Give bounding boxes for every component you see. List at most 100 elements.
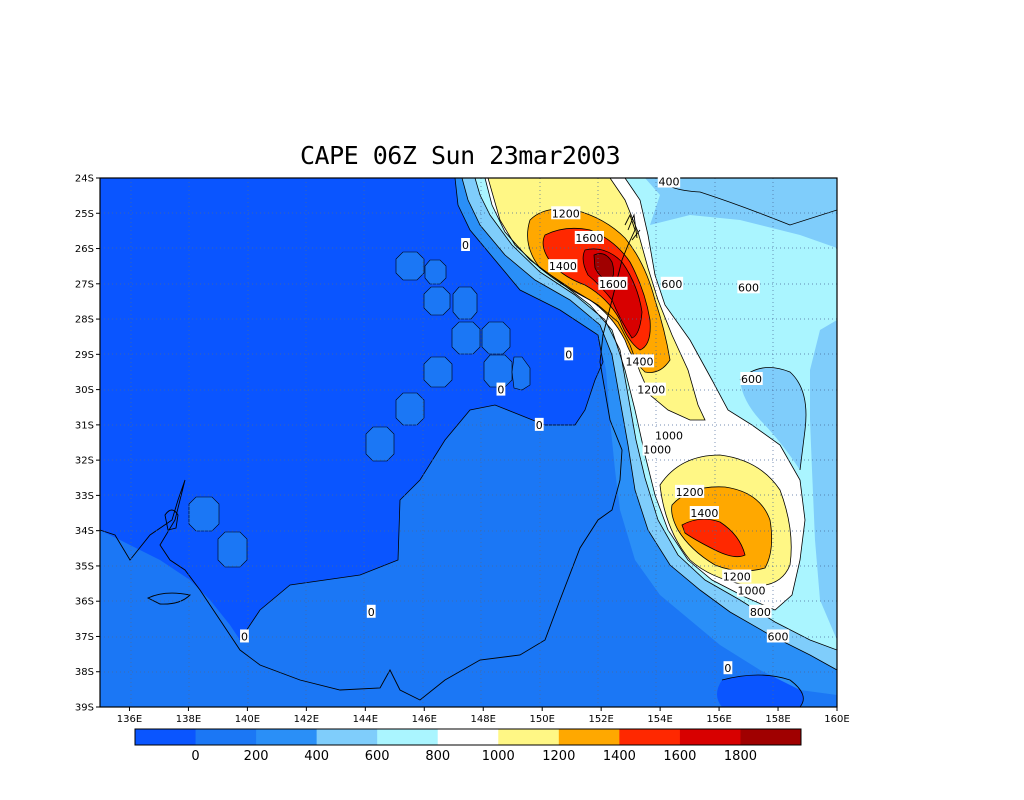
contour-label-bg [654,428,684,442]
contour-label: 600 [741,373,762,386]
contour-label-bg [740,372,763,386]
colorbar-label: 400 [304,749,329,764]
colorbar-swatch [195,729,257,745]
lon-tick-label: 158E [765,714,790,725]
lat-tick-label: 26S [75,244,94,255]
lat-axis: 24S 25S 26S 27S 28S 29S 30S 31S 32S 33S 34S 35S 36S 3… [75,174,100,714]
colorbar-swatch [256,729,318,745]
colorbar-label: 200 [244,749,269,764]
lon-tick-label: 136E [117,714,142,725]
octagon-patches [188,251,531,568]
contour-label: 600 [661,278,682,291]
contour-label-bg [749,604,772,618]
contour-label-bg [624,354,655,368]
lat-tick-label: 35S [75,561,94,572]
field-band-1800-plus [594,253,614,282]
contour-label-bg [723,661,733,675]
colorbar-swatch [558,729,620,745]
colorbar-swatch [377,729,439,745]
lat-tick-label: 29S [75,350,94,361]
contour-label-bg [660,276,684,290]
contour-label: 600 [738,281,759,294]
contour-label: 1200 [723,571,751,584]
lon-tick-label: 150E [529,714,554,725]
contour-label-bg [534,417,544,431]
contour-label-bg [598,276,628,290]
colorbar: 0 200 400 600 800 1000 1200 1400 1600 1800 [134,728,802,764]
colorbar-label: 1000 [482,749,515,764]
contour-label-bg [642,442,672,456]
lon-tick-label: 160E [824,714,849,725]
contour-label: 0 [497,384,504,397]
contour-label: 1000 [738,585,766,598]
contour-label-bg [736,583,767,597]
contour-label: 0 [241,630,248,643]
lon-tick-label: 152E [588,714,613,725]
lat-tick-label: 30S [75,385,94,396]
contour-label-bg [564,347,574,361]
contour-label-bg [657,174,681,188]
field-patch-ne [660,178,837,217]
contour-label-bg [722,569,752,583]
colorbar-swatch [740,729,802,745]
contour-label: 1600 [599,278,627,291]
coastline [100,213,641,701]
lon-tick-label: 144E [353,714,378,725]
contour-label: 1600 [575,232,603,245]
colorbar-swatch [316,729,378,745]
colorbar-label: 800 [425,749,450,764]
contour-label: 1400 [690,507,718,520]
colorbar-label: 1200 [542,749,575,764]
contour-labels: 400 1200 0 1600 1400 1600 600 600 0 1400 600 0 1200 0… [240,174,790,675]
contour-label: 1000 [655,429,683,442]
field-band-1400-1600-south [682,519,745,557]
contour-label: 1200 [676,486,704,499]
field-patch-se [717,675,804,707]
lon-tick-label: 154E [647,714,672,725]
field-band-below-0 [100,178,603,640]
contour-label: 0 [462,239,469,252]
contour-label-bg [737,280,760,294]
contour-label: 1400 [625,355,653,368]
contour-label: 1400 [549,260,577,273]
lat-tick-label: 31S [75,420,94,431]
map-title: CAPE 06Z Sun 23mar2003 [300,141,621,170]
colorbar-swatch [619,729,681,745]
colorbar-frame [134,728,802,746]
lon-axis: 136E 138E 140E 142E 144E 146E 148E 150E 152E 154E… [117,707,850,725]
lat-tick-label: 33S [75,491,94,502]
colorbar-label: 1600 [663,749,696,764]
lat-tick-label: 25S [75,209,94,220]
contour-label: 600 [768,630,789,643]
lat-tick-label: 36S [75,597,94,608]
contour-label: 800 [750,606,771,619]
contour-label-bg [675,484,705,498]
contour-label-bg [461,238,470,252]
contour-label: 1200 [637,384,665,397]
colorbar-label: 600 [365,749,390,764]
lat-tick-label: 28S [75,315,94,326]
colorbar-label: 0 [191,749,199,764]
contour-label: 0 [368,606,375,619]
colorbar-label: 1400 [603,749,636,764]
lon-tick-label: 138E [176,714,201,725]
contour-label-bg [766,629,790,643]
contour-label: 0 [536,419,543,432]
lon-tick-label: 156E [706,714,731,725]
contour-label-bg [548,259,578,273]
graticule [100,178,837,707]
lon-tick-label: 142E [294,714,319,725]
contour-label-bg [636,382,666,396]
lat-tick-label: 37S [75,632,94,643]
contour-label-bg [551,206,581,220]
contour-label-bg [496,382,506,396]
lat-tick-label: 32S [75,456,94,467]
contour-label: 0 [724,662,731,675]
contour-label: 0 [565,348,572,361]
colorbar-swatch [679,729,741,745]
colorbar-swatch [437,729,499,745]
contour-label-bg [366,604,376,618]
lat-tick-label: 27S [75,279,94,290]
colorbar-label: 1800 [724,749,757,764]
